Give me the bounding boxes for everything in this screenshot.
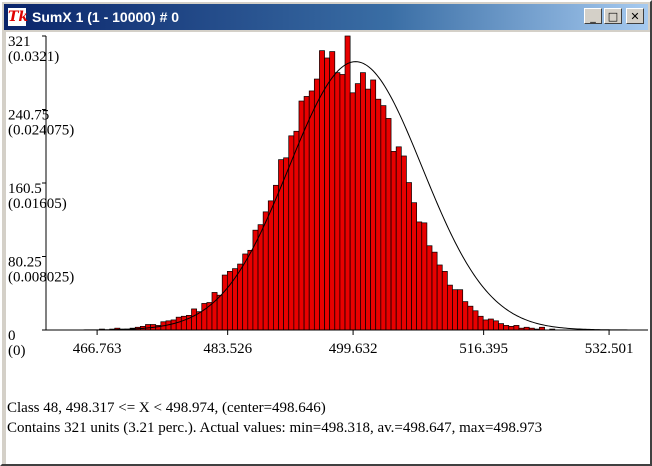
histogram-bar[interactable] [508, 325, 515, 331]
y-tick-fraction-label: (0.01605) [8, 196, 67, 212]
histogram-bar[interactable] [375, 98, 382, 331]
histogram-bar[interactable] [344, 35, 351, 331]
histogram-bar[interactable] [349, 92, 356, 331]
histogram-bar[interactable] [354, 83, 361, 331]
histogram-bar[interactable] [324, 57, 331, 331]
histogram-bar[interactable] [319, 50, 325, 331]
histogram-bar[interactable] [329, 51, 336, 331]
histogram-bar[interactable] [226, 271, 233, 331]
histogram-bar[interactable] [334, 72, 341, 331]
histogram-bar[interactable] [457, 289, 464, 331]
tk-feather-icon: Tk [8, 8, 29, 26]
histogram-bar[interactable] [462, 301, 469, 331]
histogram-bar[interactable] [513, 325, 520, 331]
y-tick-fraction-label: (0.024075) [8, 123, 74, 139]
histogram-bar[interactable] [308, 90, 315, 331]
histogram-bar[interactable] [426, 245, 433, 331]
histogram-bar[interactable] [431, 251, 438, 331]
histogram-bar[interactable] [252, 229, 259, 331]
histogram-bar[interactable] [303, 96, 310, 331]
histogram-bar[interactable] [503, 325, 510, 331]
histogram-bar[interactable] [201, 303, 208, 331]
y-tick-label: 321 [8, 34, 31, 50]
histogram-bar[interactable] [257, 224, 264, 331]
status-class-line: Class 48, 498.317 <= X < 498.974, (cente… [7, 400, 326, 416]
close-button[interactable]: ✕ [626, 8, 644, 24]
window-controls: _ □ ✕ [584, 8, 644, 24]
histogram-bar[interactable] [487, 318, 494, 331]
x-tick-label: 516.395 [459, 341, 508, 357]
histogram-bar[interactable] [421, 222, 428, 331]
histogram-bar[interactable] [170, 319, 177, 331]
histogram-bar[interactable] [447, 284, 453, 331]
histogram-bar[interactable] [180, 315, 187, 331]
title-bar[interactable]: Tk SumX 1 (1 - 10000) # 0 _ □ ✕ [4, 4, 648, 30]
histogram-bar[interactable] [267, 200, 274, 331]
x-tick-label: 466.763 [73, 341, 122, 357]
y-tick-fraction-label: (0) [8, 343, 26, 359]
y-tick-fraction-label: (0.0321) [8, 49, 59, 65]
histogram-bar[interactable] [175, 316, 182, 331]
window-title: SumX 1 (1 - 10000) # 0 [32, 9, 180, 25]
histogram-bar[interactable] [221, 274, 228, 331]
histogram-bar[interactable] [313, 78, 320, 331]
normal-fit-curve [46, 61, 648, 331]
histogram-bar[interactable] [211, 292, 218, 331]
histogram-bar[interactable] [191, 308, 197, 331]
histogram-bar[interactable] [441, 271, 448, 331]
histogram-bar[interactable] [472, 310, 479, 331]
histogram-bar[interactable] [416, 221, 423, 331]
histogram-bar[interactable] [247, 249, 254, 331]
y-tick-label: 160.5 [8, 181, 42, 197]
histogram-bar[interactable] [360, 72, 366, 331]
y-tick-fraction-label: (0.008025) [8, 270, 74, 286]
histogram-bar[interactable] [273, 184, 279, 331]
histogram-bar[interactable] [452, 289, 458, 331]
histogram-bar[interactable] [216, 294, 223, 331]
histogram-bar[interactable] [406, 182, 412, 331]
histogram-bar[interactable] [293, 130, 300, 331]
histogram-bar[interactable] [380, 105, 387, 331]
y-tick-label: 0 [8, 328, 16, 344]
histogram-bar[interactable] [385, 118, 392, 331]
histogram-bar[interactable] [436, 264, 443, 331]
histogram-bars [99, 35, 556, 331]
histogram-bar[interactable] [390, 151, 397, 331]
histogram-bar[interactable] [498, 323, 504, 331]
maximize-button[interactable]: □ [604, 8, 622, 24]
histogram-bar[interactable] [237, 263, 244, 331]
histogram-bar[interactable] [493, 320, 499, 331]
y-tick-label: 240.75 [8, 108, 49, 124]
y-tick-label: 80.25 [8, 255, 42, 271]
histogram-bar[interactable] [467, 305, 474, 331]
histogram-bar[interactable] [262, 211, 269, 331]
histogram-bar[interactable] [400, 155, 407, 331]
x-tick-label: 499.632 [329, 341, 378, 357]
histogram-bar[interactable] [339, 74, 346, 331]
histogram-bar[interactable] [298, 100, 305, 331]
histogram-bar[interactable] [365, 88, 371, 331]
y-axis-ticks: 0(0)80.25(0.008025)160.5(0.01605)240.75(… [8, 34, 74, 359]
status-contents-line: Contains 321 units (3.21 perc.). Actual … [7, 420, 543, 436]
x-tick-label: 483.526 [203, 341, 252, 357]
histogram-bar[interactable] [482, 319, 489, 331]
histogram-bar[interactable] [370, 79, 377, 331]
histogram-bar[interactable] [283, 157, 290, 331]
histogram-bar[interactable] [395, 146, 402, 331]
histogram-bar[interactable] [411, 202, 418, 331]
x-axis-ticks: 466.763 483.526 499.632 516.395 532.501 [73, 330, 634, 357]
histogram-chart[interactable]: 0(0)80.25(0.008025)160.5(0.01605)240.75(… [6, 32, 650, 464]
plot-canvas[interactable]: 0 (0) 80.25 (0.008025) 160.5 (0.01605) 240.75(… [6, 32, 650, 464]
histogram-bar[interactable] [477, 315, 484, 331]
minimize-button[interactable]: _ [584, 8, 602, 24]
x-tick-label: 532.501 [585, 341, 634, 357]
